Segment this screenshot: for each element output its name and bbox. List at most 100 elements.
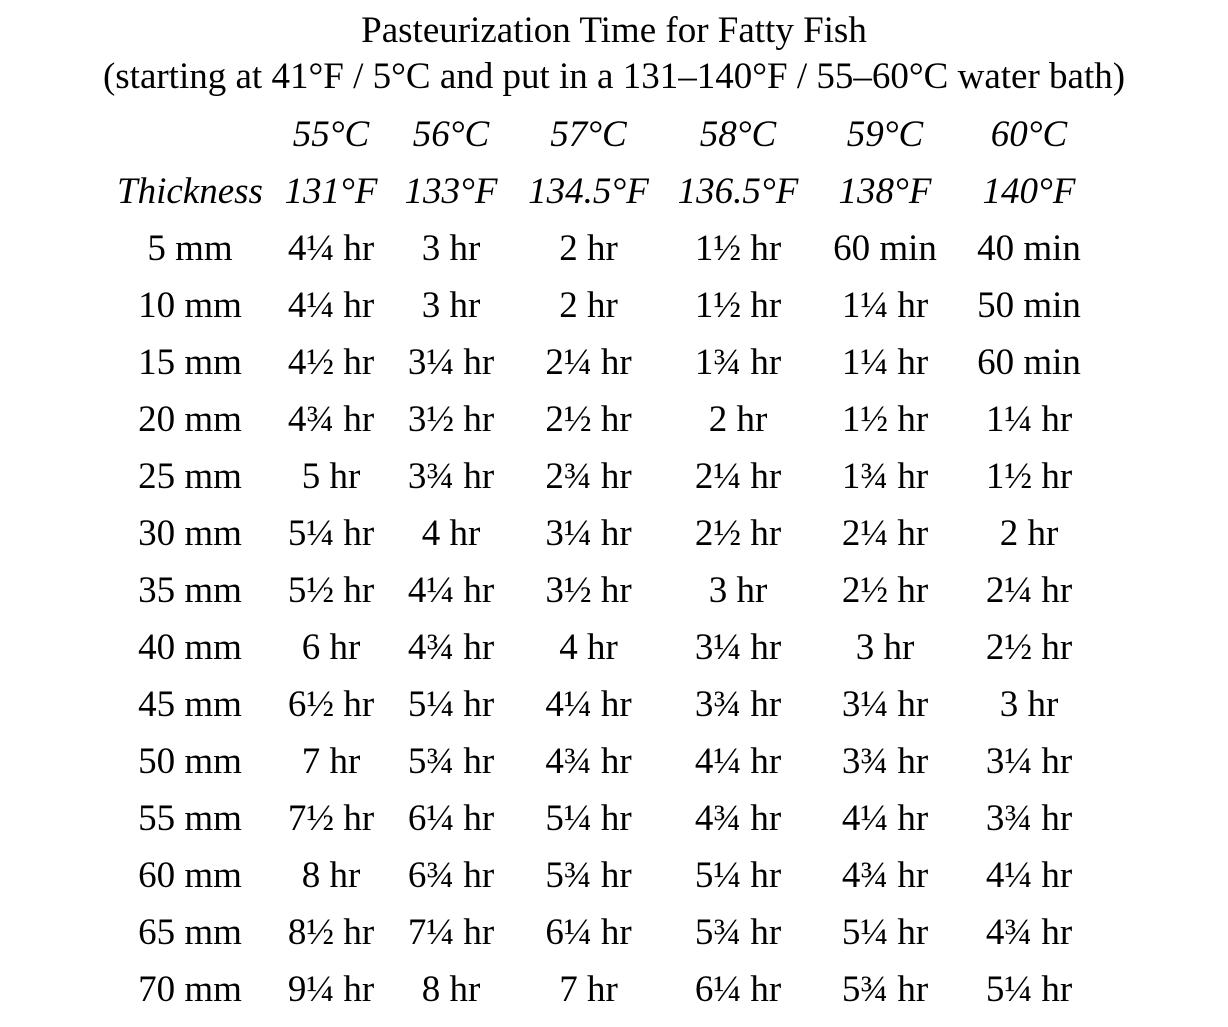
time-cell: 5¼ hr xyxy=(545,798,632,839)
thickness-cell: 30 mm xyxy=(138,513,242,554)
header-cell-56c: 56°C xyxy=(412,114,490,155)
time-cell: 5¼ hr xyxy=(407,684,495,725)
table-row: 40 mm 6 hr 4¾ hr 4 hr 3¼ hr 3 hr 2½ hr xyxy=(105,619,1102,676)
time-cell: 3¾ hr xyxy=(407,456,495,497)
table-row: 50 mm 7 hr 5¾ hr 4¾ hr 4¼ hr 3¾ hr 3¼ hr xyxy=(105,733,1102,790)
time-cell: 4¼ hr xyxy=(985,855,1073,896)
table-row: 45 mm 6½ hr 5¼ hr 4¼ hr 3¾ hr 3¼ hr 3 hr xyxy=(105,676,1102,733)
time-cell: 5½ hr xyxy=(287,570,375,611)
table-row: 65 mm 8½ hr 7¼ hr 6¼ hr 5¾ hr 5¼ hr 4¾ hr xyxy=(105,904,1102,961)
table-row: 30 mm 5¼ hr 4 hr 3¼ hr 2½ hr 2¼ hr 2 hr xyxy=(105,505,1102,562)
time-cell: 2 hr xyxy=(999,513,1059,554)
time-cell: 1½ hr xyxy=(985,456,1073,497)
header-cell-corner xyxy=(105,106,275,163)
thickness-cell: 70 mm xyxy=(138,969,242,1010)
header-cell-131f: 131°F xyxy=(284,171,378,212)
time-cell: 4½ hr xyxy=(287,342,375,383)
time-cell: 2¼ hr xyxy=(841,513,929,554)
time-cell: 4¼ hr xyxy=(287,228,375,269)
time-cell: 4¾ hr xyxy=(287,399,375,440)
table-row: 60 mm 8 hr 6¾ hr 5¾ hr 5¼ hr 4¾ hr 4¼ hr xyxy=(105,847,1102,904)
table-row: 5 mm 4¼ hr 3 hr 2 hr 1½ hr 60 min 40 min xyxy=(105,220,1102,277)
header-cell-55c: 55°C xyxy=(292,114,370,155)
time-cell: 3½ hr xyxy=(407,399,495,440)
time-cell: 3¼ hr xyxy=(694,627,782,668)
header-cell-138f: 138°F xyxy=(838,171,932,212)
time-cell: 2¼ hr xyxy=(694,456,782,497)
header-cell-136-5f: 136.5°F xyxy=(677,171,799,212)
thickness-cell: 65 mm xyxy=(138,912,242,953)
time-cell: 5¼ hr xyxy=(694,855,782,896)
time-cell: 6¼ hr xyxy=(545,912,632,953)
time-cell: 4¾ hr xyxy=(545,741,632,782)
celsius-header-row: 55°C 56°C 57°C 58°C 59°C 60°C xyxy=(105,106,1102,163)
time-cell: 4 hr xyxy=(559,627,618,668)
table-row: 20 mm 4¾ hr 3½ hr 2½ hr 2 hr 1½ hr 1¼ hr xyxy=(105,391,1102,448)
time-cell: 2½ hr xyxy=(985,627,1073,668)
time-cell: 3¼ hr xyxy=(985,741,1073,782)
time-cell: 6¼ hr xyxy=(694,969,782,1010)
time-cell: 3¾ hr xyxy=(694,684,782,725)
fahrenheit-header-row: Thickness 131°F 133°F 134.5°F 136.5°F 13… xyxy=(105,163,1102,220)
time-cell: 7 hr xyxy=(559,969,618,1010)
time-cell: 1½ hr xyxy=(841,399,929,440)
table-body: 5 mm 4¼ hr 3 hr 2 hr 1½ hr 60 min 40 min 10 mm 4… xyxy=(105,220,1102,1018)
header-cell-60c: 60°C xyxy=(990,114,1068,155)
time-cell: 2½ hr xyxy=(545,399,632,440)
time-cell: 3 hr xyxy=(708,570,768,611)
thickness-cell: 55 mm xyxy=(138,798,242,839)
thickness-cell: 50 mm xyxy=(138,741,242,782)
header-cell-133f: 133°F xyxy=(404,171,498,212)
time-cell: 4¼ hr xyxy=(694,741,782,782)
time-cell: 2¾ hr xyxy=(545,456,632,497)
time-cell: 2¼ hr xyxy=(985,570,1073,611)
page-subtitle: (starting at 41°F / 5°C and put in a 131… xyxy=(102,56,1126,97)
time-cell: 4 hr xyxy=(421,513,481,554)
time-cell: 1¼ hr xyxy=(841,285,929,326)
header-cell-59c: 59°C xyxy=(846,114,924,155)
time-cell: 1¼ hr xyxy=(841,342,929,383)
thickness-cell: 40 mm xyxy=(138,627,242,668)
time-cell: 4¾ hr xyxy=(694,798,782,839)
time-cell: 4¾ hr xyxy=(985,912,1073,953)
time-cell: 3 hr xyxy=(421,285,481,326)
time-cell: 3¼ hr xyxy=(545,513,632,554)
table-header: 55°C 56°C 57°C 58°C 59°C 60°C Thickness … xyxy=(105,106,1102,220)
time-cell: 50 min xyxy=(977,285,1081,326)
time-cell: 4¼ hr xyxy=(287,285,375,326)
time-cell: 6¾ hr xyxy=(407,855,495,896)
time-cell: 5¼ hr xyxy=(287,513,375,554)
table-row: 70 mm 9¼ hr 8 hr 7 hr 6¼ hr 5¾ hr 5¼ hr xyxy=(105,961,1102,1018)
time-cell: 2 hr xyxy=(559,228,618,269)
time-cell: 3¼ hr xyxy=(407,342,495,383)
time-cell: 3 hr xyxy=(855,627,915,668)
header-cell-57c: 57°C xyxy=(550,114,627,155)
time-cell: 5 hr xyxy=(301,456,361,497)
time-cell: 4¼ hr xyxy=(407,570,495,611)
thickness-cell: 35 mm xyxy=(138,570,242,611)
thickness-cell: 20 mm xyxy=(138,399,242,440)
time-cell: 1¾ hr xyxy=(841,456,929,497)
time-cell: 40 min xyxy=(977,228,1081,269)
time-cell: 5¼ hr xyxy=(841,912,929,953)
time-cell: 7 hr xyxy=(301,741,361,782)
time-cell: 4¾ hr xyxy=(841,855,929,896)
table-row: 35 mm 5½ hr 4¼ hr 3½ hr 3 hr 2½ hr 2¼ hr xyxy=(105,562,1102,619)
time-cell: 60 min xyxy=(977,342,1081,383)
header-cell-134-5f: 134.5°F xyxy=(528,171,649,212)
time-cell: 3¾ hr xyxy=(985,798,1073,839)
time-cell: 1½ hr xyxy=(694,228,782,269)
time-cell: 5¾ hr xyxy=(545,855,632,896)
time-cell: 8 hr xyxy=(421,969,481,1010)
header-cell-58c: 58°C xyxy=(699,114,777,155)
time-cell: 5¾ hr xyxy=(841,969,929,1010)
time-cell: 2 hr xyxy=(708,399,768,440)
time-cell: 3 hr xyxy=(999,684,1059,725)
thickness-cell: 60 mm xyxy=(138,855,242,896)
time-cell: 1¼ hr xyxy=(985,399,1073,440)
page-title: Pasteurization Time for Fatty Fish xyxy=(361,10,867,51)
time-cell: 8½ hr xyxy=(287,912,375,953)
header-cell-140f: 140°F xyxy=(982,171,1076,212)
thickness-cell: 15 mm xyxy=(138,342,242,383)
time-cell: 5¾ hr xyxy=(407,741,495,782)
